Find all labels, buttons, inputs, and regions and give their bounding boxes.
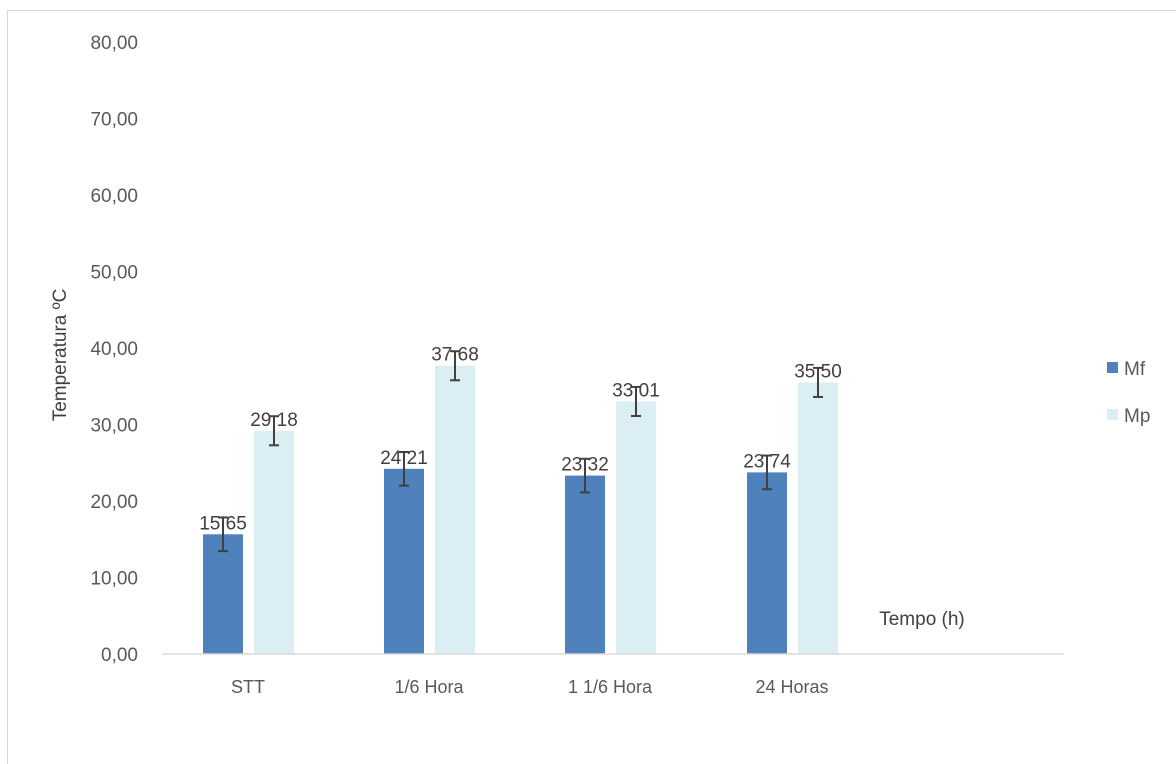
data-label: 23,32: [561, 455, 609, 476]
bar-mf: [384, 468, 424, 654]
y-axis-ticks: 0,00 10,00 20,00 30,00 40,00 50,00 60,00 70,00 8…: [90, 33, 138, 666]
data-label: 15,65: [199, 513, 247, 534]
legend-swatch: [1107, 362, 1118, 373]
y-tick-label: 80,00: [90, 33, 138, 54]
legend-item-mp: Mp: [1107, 406, 1150, 427]
error-bar: [399, 450, 409, 487]
bar-mp: [616, 401, 656, 654]
data-label: 35,50: [794, 361, 842, 382]
legend: Mf Mp: [1107, 359, 1150, 427]
chart-frame: [7, 10, 1176, 764]
y-tick-label: 0,00: [101, 645, 138, 666]
y-tick-label: 70,00: [90, 110, 138, 131]
x-axis-title: Tempo (h): [879, 609, 965, 630]
error-bars: [218, 350, 823, 553]
data-label: 23,74: [743, 451, 791, 472]
x-axis-categories: STT 1/6 Hora 1 1/6 Hora 24 Horas: [231, 677, 829, 697]
y-tick-label: 20,00: [90, 492, 138, 513]
y-tick-label: 50,00: [90, 263, 138, 284]
x-tick-label: 24 Horas: [755, 677, 828, 697]
x-tick-label: 1/6 Hora: [394, 677, 464, 697]
bar-mf: [203, 534, 243, 654]
data-label: 29,18: [250, 410, 298, 431]
y-tick-label: 10,00: [90, 569, 138, 590]
error-bar: [631, 385, 641, 418]
bar-mp: [254, 430, 294, 654]
legend-swatch: [1107, 409, 1118, 420]
error-bar: [450, 350, 460, 382]
y-tick-label: 40,00: [90, 339, 138, 360]
x-tick-label: 1 1/6 Hora: [568, 677, 653, 697]
x-tick-label: STT: [231, 677, 265, 697]
data-labels: 15,65 24,21 23,32 23,74 29,18 37,68 33,01 35,50: [199, 345, 842, 535]
data-label: 37,68: [431, 345, 479, 366]
error-bar: [580, 457, 590, 494]
error-bar: [269, 415, 279, 447]
bar-mp: [435, 365, 475, 654]
y-axis-title: Temperatura ºC: [50, 289, 71, 422]
bar-mf: [747, 472, 787, 654]
y-tick-label: 60,00: [90, 186, 138, 207]
y-tick-label: 30,00: [90, 416, 138, 437]
error-bar: [813, 366, 823, 398]
bars: [203, 365, 838, 654]
bar-mp: [798, 382, 838, 654]
bar-mf: [565, 475, 605, 654]
legend-label: Mf: [1124, 359, 1146, 380]
error-bar: [218, 516, 228, 553]
data-label: 24,21: [380, 448, 428, 469]
legend-item-mf: Mf: [1107, 359, 1146, 380]
legend-label: Mp: [1124, 406, 1150, 427]
error-bar: [762, 454, 772, 491]
data-label: 33,01: [612, 380, 660, 401]
